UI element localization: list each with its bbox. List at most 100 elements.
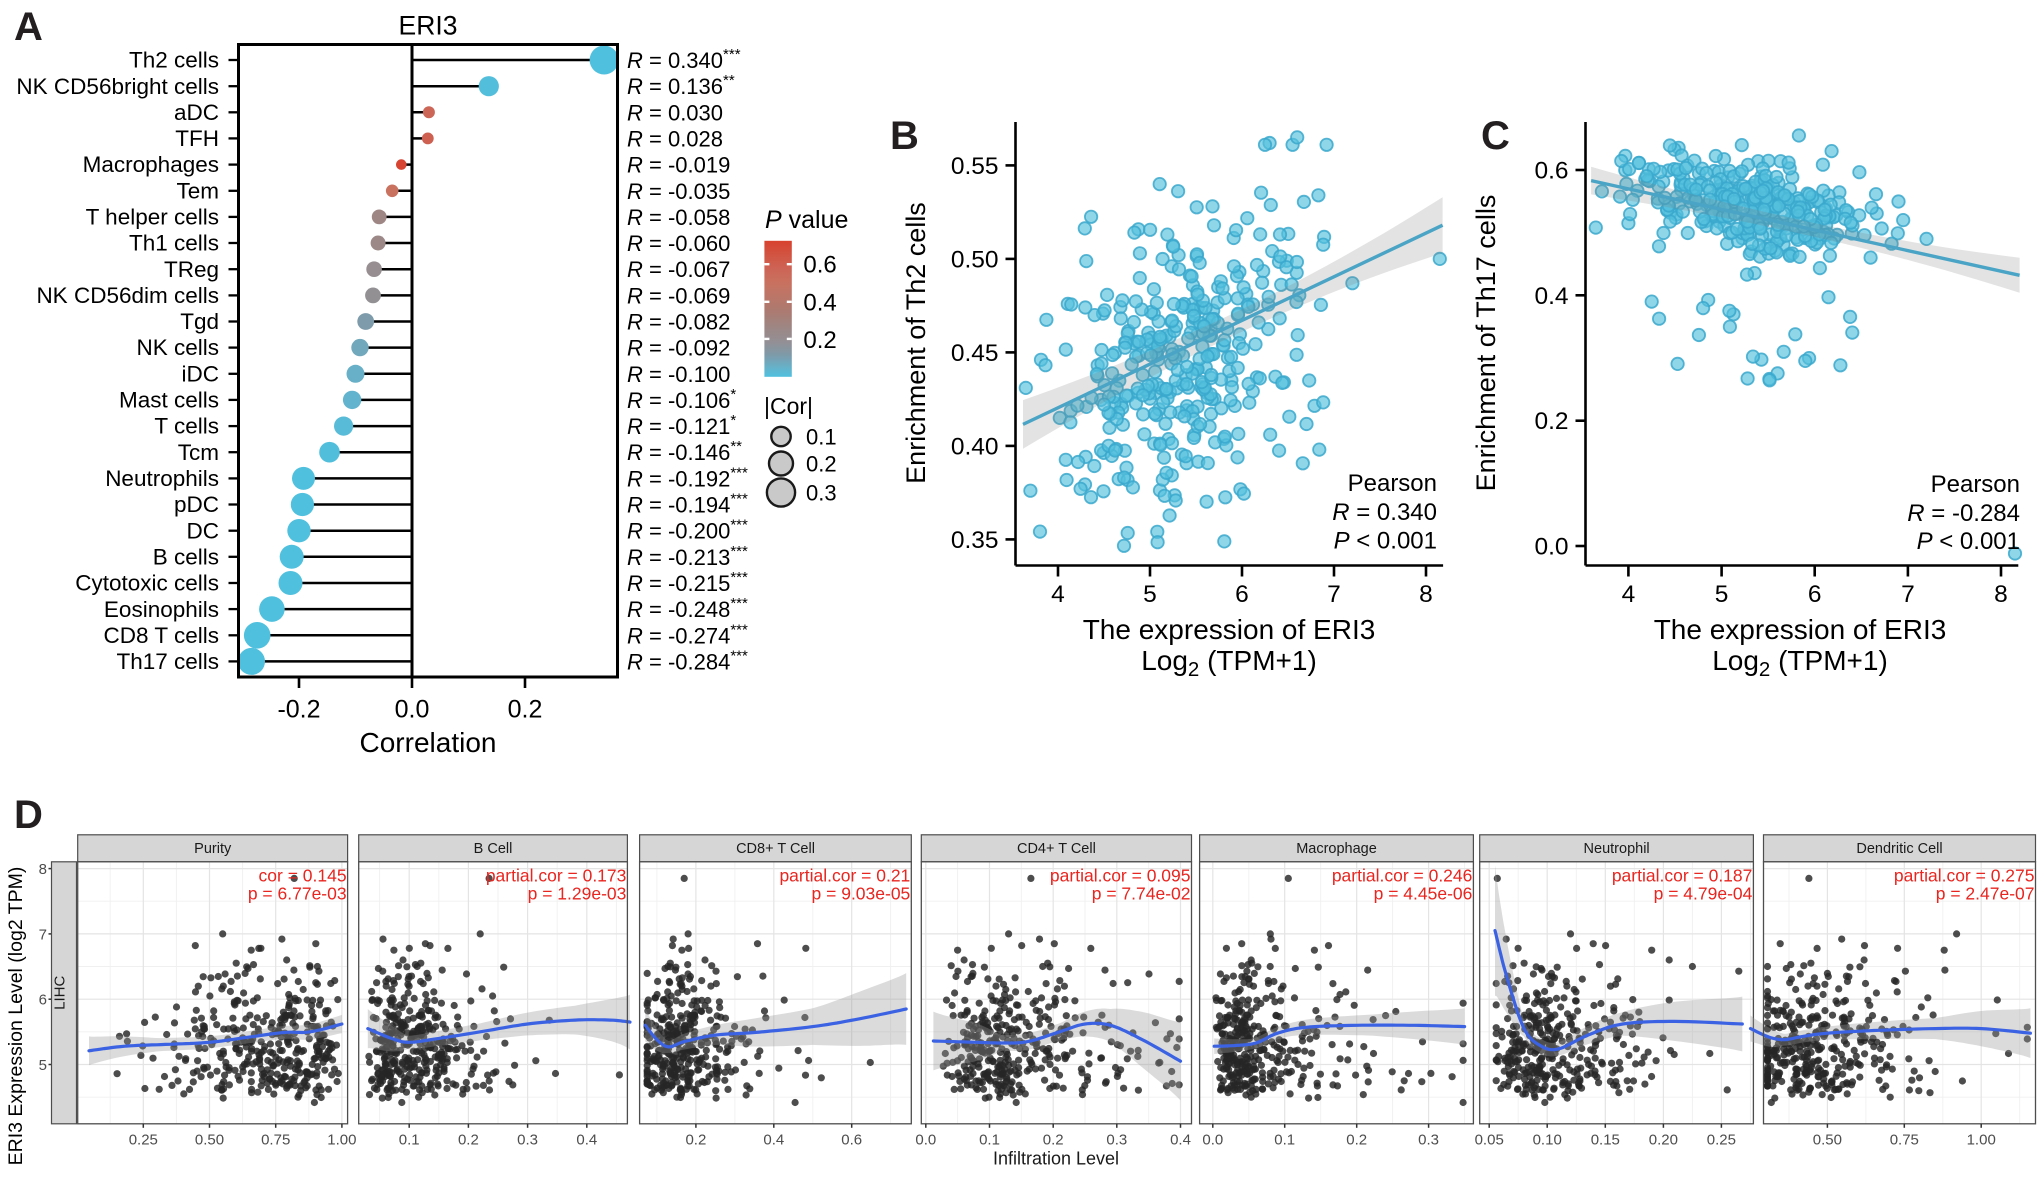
svg-text:R = -0.060: R = -0.060 <box>627 231 730 256</box>
svg-text:B: B <box>890 114 919 158</box>
svg-text:R = -0.194***: R = -0.194*** <box>627 491 748 518</box>
svg-text:0.50: 0.50 <box>195 1132 224 1149</box>
svg-text:TReg: TReg <box>164 257 219 282</box>
svg-text:Dendritic Cell: Dendritic Cell <box>1856 841 1942 857</box>
svg-text:Cytotoxic cells: Cytotoxic cells <box>75 571 219 596</box>
svg-text:partial.cor = 0.095: partial.cor = 0.095 <box>1050 866 1191 886</box>
svg-text:Log2 (TPM+1): Log2 (TPM+1) <box>1712 645 1888 681</box>
svg-text:p = 9.03e-05: p = 9.03e-05 <box>812 884 911 904</box>
svg-text:R = -0.100: R = -0.100 <box>627 362 730 387</box>
svg-text:Th2 cells: Th2 cells <box>129 48 219 73</box>
svg-text:R = -0.067: R = -0.067 <box>627 257 730 282</box>
svg-text:0.25: 0.25 <box>129 1132 158 1149</box>
svg-text:T cells: T cells <box>154 414 219 439</box>
svg-text:0.6: 0.6 <box>1534 158 1568 185</box>
svg-text:7: 7 <box>39 926 47 943</box>
svg-text:0.0: 0.0 <box>1534 534 1568 561</box>
svg-text:partial.cor = 0.21: partial.cor = 0.21 <box>779 866 910 886</box>
svg-text:7: 7 <box>1327 581 1341 608</box>
svg-text:0.1: 0.1 <box>399 1132 420 1149</box>
svg-text:|Cor|: |Cor| <box>764 393 813 419</box>
svg-text:0.1: 0.1 <box>1274 1132 1295 1149</box>
svg-text:0.4: 0.4 <box>763 1132 784 1149</box>
svg-text:0.55: 0.55 <box>951 153 999 180</box>
svg-text:C: C <box>1481 114 1510 158</box>
svg-text:R = -0.284***: R = -0.284*** <box>627 647 748 674</box>
svg-text:Th1 cells: Th1 cells <box>129 231 219 256</box>
svg-text:P < 0.001: P < 0.001 <box>1917 528 2020 555</box>
svg-text:R = -0.146**: R = -0.146** <box>627 438 742 465</box>
svg-text:partial.cor = 0.187: partial.cor = 0.187 <box>1612 866 1753 886</box>
svg-text:cor = 0.145: cor = 0.145 <box>259 866 347 886</box>
svg-text:R = 0.028: R = 0.028 <box>627 126 723 151</box>
svg-text:5: 5 <box>1143 581 1157 608</box>
svg-text:0.4: 0.4 <box>576 1132 597 1149</box>
svg-text:4: 4 <box>1051 581 1065 608</box>
svg-text:R = -0.215***: R = -0.215*** <box>627 569 748 596</box>
svg-text:p = 7.74e-02: p = 7.74e-02 <box>1092 884 1191 904</box>
svg-text:LIHC: LIHC <box>52 976 69 1010</box>
svg-text:0.3: 0.3 <box>1106 1132 1127 1149</box>
svg-text:p = 2.47e-07: p = 2.47e-07 <box>1936 884 2035 904</box>
svg-text:iDC: iDC <box>182 361 220 386</box>
svg-text:1.00: 1.00 <box>1967 1132 1996 1149</box>
svg-text:0.10: 0.10 <box>1533 1132 1562 1149</box>
svg-text:Enrichment of Th17 cells: Enrichment of Th17 cells <box>1471 195 1501 492</box>
svg-text:Mast cells: Mast cells <box>119 388 219 413</box>
svg-text:0.2: 0.2 <box>1043 1132 1064 1149</box>
svg-text:6: 6 <box>1235 581 1249 608</box>
svg-text:ERI3: ERI3 <box>399 11 458 41</box>
svg-text:0.0: 0.0 <box>1202 1132 1223 1149</box>
svg-text:R = -0.121*: R = -0.121* <box>627 412 736 439</box>
svg-text:partial.cor = 0.173: partial.cor = 0.173 <box>486 866 627 886</box>
svg-text:Tcm: Tcm <box>178 440 219 465</box>
svg-text:0.2: 0.2 <box>508 696 543 724</box>
svg-text:CD8+ T Cell: CD8+ T Cell <box>736 841 815 857</box>
svg-text:4: 4 <box>1622 581 1636 608</box>
svg-text:R = -0.035: R = -0.035 <box>627 179 730 204</box>
svg-text:partial.cor = 0.275: partial.cor = 0.275 <box>1894 866 2035 886</box>
svg-text:R = -0.274***: R = -0.274*** <box>627 621 748 648</box>
svg-text:R = -0.106*: R = -0.106* <box>627 386 736 413</box>
svg-text:Tgd: Tgd <box>180 309 219 334</box>
svg-text:R = -0.284: R = -0.284 <box>1907 500 2020 527</box>
svg-text:Pearson: Pearson <box>1348 470 1437 497</box>
svg-text:Macrophages: Macrophages <box>83 152 219 177</box>
svg-text:R = -0.192***: R = -0.192*** <box>627 464 748 491</box>
svg-text:6: 6 <box>1808 581 1822 608</box>
svg-text:0.3: 0.3 <box>806 481 837 506</box>
svg-text:0.35: 0.35 <box>951 527 999 554</box>
svg-text:1.00: 1.00 <box>327 1132 356 1149</box>
svg-text:p = 4.79e-04: p = 4.79e-04 <box>1654 884 1753 904</box>
svg-text:0.2: 0.2 <box>685 1132 706 1149</box>
svg-text:0.20: 0.20 <box>1649 1132 1678 1149</box>
svg-text:0.1: 0.1 <box>979 1132 1000 1149</box>
svg-text:p = 6.77e-03: p = 6.77e-03 <box>248 884 347 904</box>
svg-text:R = -0.200***: R = -0.200*** <box>627 517 748 544</box>
svg-text:P value: P value <box>765 206 848 234</box>
svg-text:0.4: 0.4 <box>803 290 836 317</box>
svg-text:partial.cor = 0.246: partial.cor = 0.246 <box>1332 866 1473 886</box>
svg-text:-0.2: -0.2 <box>277 696 320 724</box>
svg-text:R = 0.340: R = 0.340 <box>1332 499 1437 526</box>
svg-text:0.45: 0.45 <box>951 340 999 367</box>
svg-text:Th17 cells: Th17 cells <box>116 649 219 674</box>
svg-text:Neutrophils: Neutrophils <box>105 466 219 491</box>
svg-text:0.40: 0.40 <box>951 433 999 460</box>
svg-text:0.15: 0.15 <box>1591 1132 1620 1149</box>
svg-text:0.2: 0.2 <box>458 1132 479 1149</box>
svg-text:0.50: 0.50 <box>1813 1132 1842 1149</box>
svg-text:DC: DC <box>187 518 220 543</box>
svg-text:p = 1.29e-03: p = 1.29e-03 <box>528 884 627 904</box>
svg-text:R = 0.340***: R = 0.340*** <box>627 46 741 73</box>
svg-text:R = -0.248***: R = -0.248*** <box>627 595 748 622</box>
svg-text:0.50: 0.50 <box>951 246 999 273</box>
svg-text:0.0: 0.0 <box>395 696 430 724</box>
svg-text:aDC: aDC <box>174 100 219 125</box>
svg-text:TFH: TFH <box>175 126 219 151</box>
svg-text:0.4: 0.4 <box>1170 1132 1191 1149</box>
svg-text:0.6: 0.6 <box>841 1132 862 1149</box>
svg-text:pDC: pDC <box>174 492 219 517</box>
svg-text:Correlation: Correlation <box>360 727 497 758</box>
svg-text:NK CD56bright cells: NK CD56bright cells <box>16 74 219 99</box>
